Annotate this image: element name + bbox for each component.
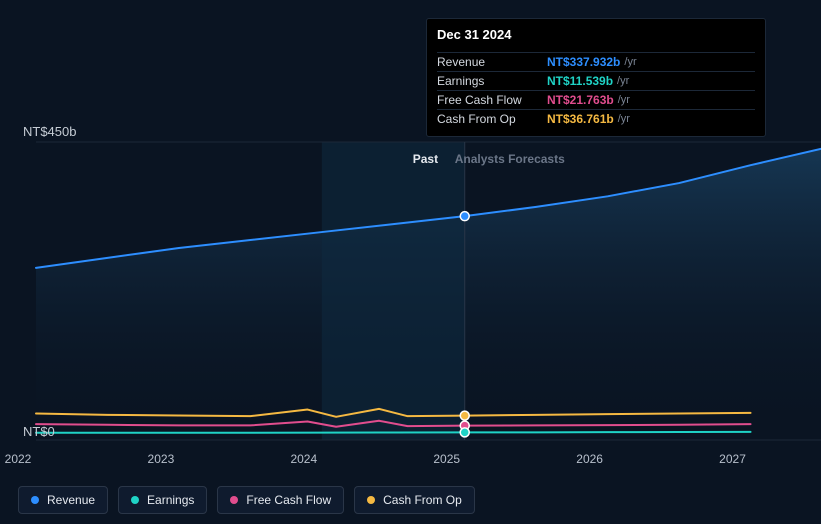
tooltip-date: Dec 31 2024 <box>437 27 755 48</box>
tooltip-metric-label: Free Cash Flow <box>437 93 547 107</box>
x-tick: 2022 <box>5 452 32 466</box>
tooltip-metric-unit: /yr <box>624 56 636 68</box>
x-tick: 2025 <box>433 452 460 466</box>
legend-dot <box>230 496 238 504</box>
tooltip-metric-unit: /yr <box>618 113 630 125</box>
period-label-past: Past <box>413 152 438 166</box>
tooltip-row: EarningsNT$11.539b/yr <box>437 71 755 90</box>
tooltip-metric-value: NT$21.763b <box>547 93 614 107</box>
tooltip-metric-unit: /yr <box>617 75 629 87</box>
x-tick: 2024 <box>290 452 317 466</box>
legend-dot <box>131 496 139 504</box>
hover-tooltip: Dec 31 2024 RevenueNT$337.932b/yrEarning… <box>426 18 766 137</box>
tooltip-row: Free Cash FlowNT$21.763b/yr <box>437 90 755 109</box>
y-tick-min: NT$0 <box>23 424 55 439</box>
x-tick: 2026 <box>576 452 603 466</box>
tooltip-metric-unit: /yr <box>618 94 630 106</box>
tooltip-metric-label: Cash From Op <box>437 112 547 126</box>
tooltip-metric-label: Earnings <box>437 74 547 88</box>
tooltip-metric-label: Revenue <box>437 55 547 69</box>
legend-label: Earnings <box>147 493 194 507</box>
legend-dot <box>367 496 375 504</box>
tooltip-metric-value: NT$337.932b <box>547 55 620 69</box>
legend-dot <box>31 496 39 504</box>
legend-item[interactable]: Free Cash Flow <box>217 486 344 514</box>
legend-item[interactable]: Cash From Op <box>354 486 475 514</box>
legend-item[interactable]: Revenue <box>18 486 108 514</box>
tooltip-metric-value: NT$36.761b <box>547 112 614 126</box>
x-tick: 2027 <box>719 452 746 466</box>
period-label-forecast: Analysts Forecasts <box>455 152 565 166</box>
legend-label: Cash From Op <box>383 493 462 507</box>
x-tick: 2023 <box>148 452 175 466</box>
legend-label: Revenue <box>47 493 95 507</box>
tooltip-row: RevenueNT$337.932b/yr <box>437 52 755 71</box>
tooltip-row: Cash From OpNT$36.761b/yr <box>437 109 755 128</box>
legend-item[interactable]: Earnings <box>118 486 207 514</box>
tooltip-metric-value: NT$11.539b <box>547 74 613 88</box>
chart-legend: Revenue Earnings Free Cash Flow Cash From O… <box>18 486 475 514</box>
legend-label: Free Cash Flow <box>246 493 331 507</box>
y-tick-max: NT$450b <box>23 124 76 139</box>
